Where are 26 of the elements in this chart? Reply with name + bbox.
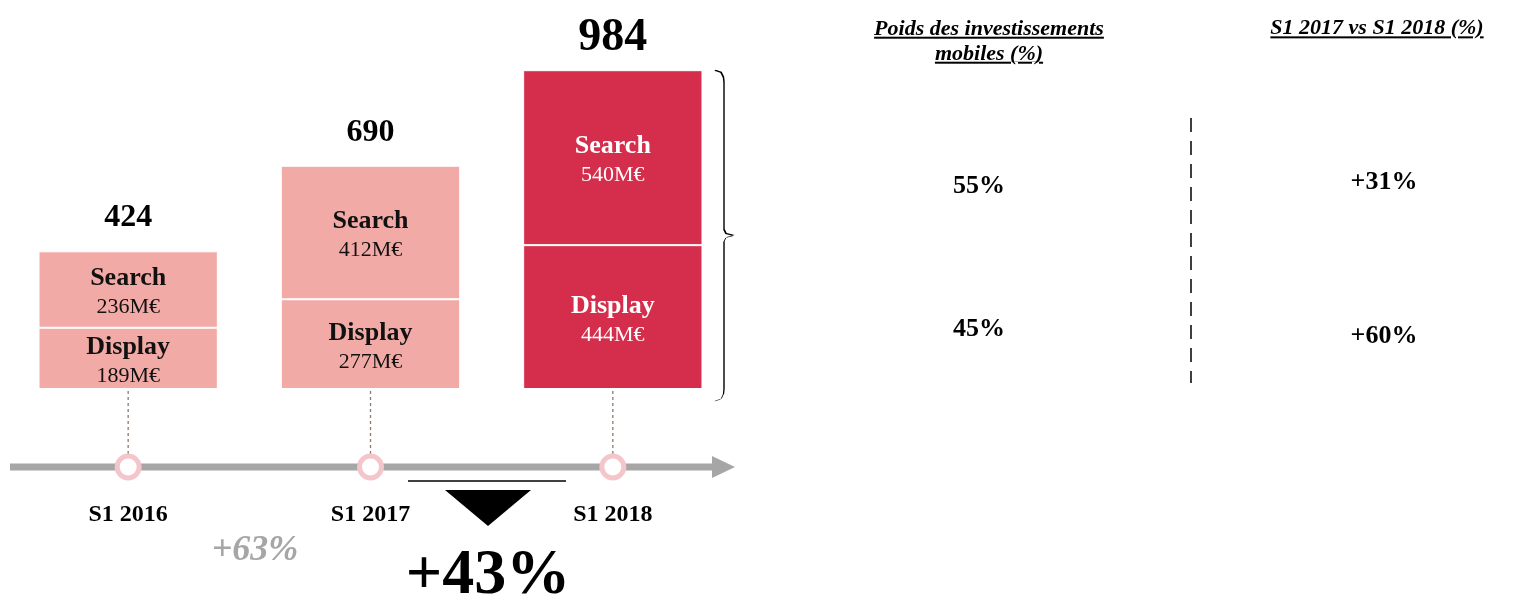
text: +63% bbox=[211, 527, 299, 569]
text: +43% bbox=[405, 535, 571, 604]
series-label: Search bbox=[90, 262, 167, 292]
total-label: 984 bbox=[578, 7, 648, 61]
text: Display bbox=[570, 289, 655, 319]
data-label: 236M€ bbox=[96, 293, 160, 319]
data-label: 444M€ bbox=[581, 320, 645, 346]
series-label: Display bbox=[86, 330, 171, 360]
data-label: 277M€ bbox=[338, 347, 403, 373]
data-label: 540M€ bbox=[581, 161, 645, 187]
x-tick-label: S1 2017 bbox=[330, 500, 411, 526]
text: Search bbox=[574, 130, 651, 160]
x-tick-label: S1 2018 bbox=[573, 500, 653, 526]
total-label: 690 bbox=[346, 111, 395, 149]
total-label: 424 bbox=[104, 196, 153, 234]
text: +60% bbox=[1350, 320, 1418, 350]
text: 45% bbox=[953, 313, 1005, 343]
text: +31% bbox=[1350, 166, 1418, 196]
text: Search bbox=[332, 205, 409, 235]
x-tick-label: S1 2016 bbox=[88, 500, 168, 526]
data-label: 189M€ bbox=[96, 361, 160, 387]
text: Poids des investissements mobiles (%) bbox=[874, 14, 1104, 66]
text: Display bbox=[328, 316, 413, 346]
text: 55% bbox=[953, 170, 1005, 200]
data-label: 412M€ bbox=[338, 236, 403, 262]
text: S1 2017 vs S1 2018 (%) bbox=[1269, 14, 1485, 40]
